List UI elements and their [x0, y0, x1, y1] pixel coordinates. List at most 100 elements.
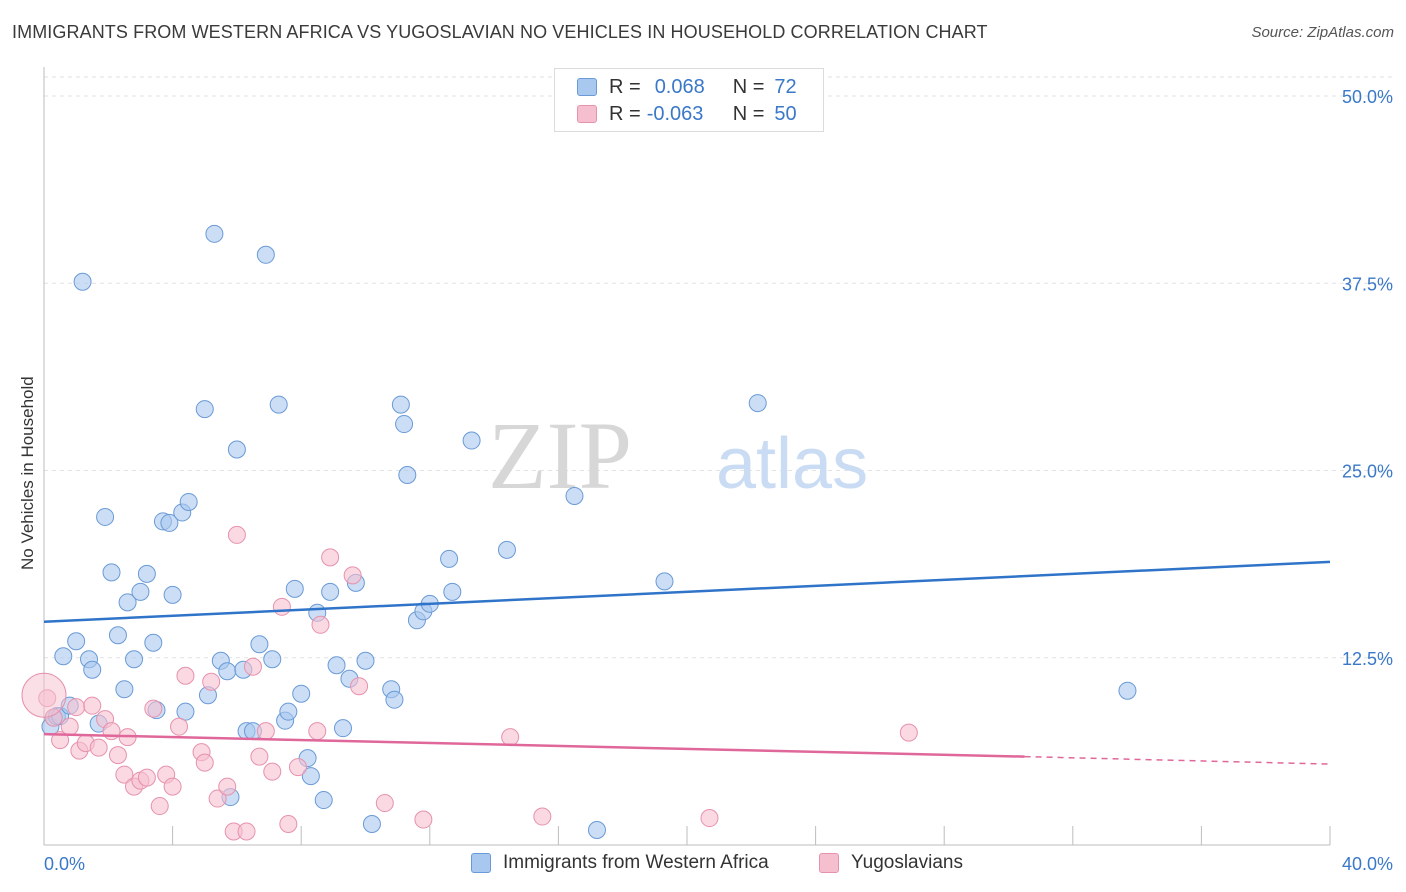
data-point	[440, 549, 459, 568]
data-point	[308, 722, 327, 741]
legend-n-value: 72	[774, 75, 797, 98]
data-point	[443, 582, 462, 601]
data-point	[115, 765, 134, 784]
series-yugoslavians	[38, 525, 918, 841]
data-point	[60, 717, 79, 736]
legend-n-label: N =	[732, 102, 765, 125]
data-point	[208, 789, 227, 808]
x-tick-label: 40.0%	[1342, 854, 1393, 874]
data-point	[899, 723, 918, 742]
data-point	[256, 245, 275, 264]
watermark-zip: ZIP	[488, 402, 632, 509]
data-point	[218, 662, 237, 681]
data-point	[176, 666, 195, 685]
data-point	[350, 677, 369, 696]
data-point	[176, 702, 195, 721]
data-points	[21, 224, 1137, 841]
data-point	[1118, 681, 1137, 700]
trend-line-extension	[1024, 755, 1331, 765]
data-point	[205, 224, 224, 243]
legend-r-label: R =	[609, 75, 641, 98]
tick-labels: 12.5% 25.0% 37.5% 50.0% 0.0% 40.0%	[44, 87, 1393, 874]
legend-label-yugoslavians: Yugoslavians	[851, 852, 963, 873]
data-point	[269, 395, 288, 414]
data-point	[391, 395, 410, 414]
legend-row-yugoslavians: R = -0.063 N = 50	[577, 102, 797, 126]
data-point	[21, 672, 67, 718]
data-point	[67, 698, 86, 717]
data-point	[292, 684, 311, 703]
data-point	[195, 400, 214, 419]
data-point	[533, 807, 552, 826]
data-point	[395, 415, 414, 434]
data-point	[375, 794, 394, 813]
data-point	[362, 815, 381, 834]
data-point	[227, 440, 246, 459]
data-point	[170, 717, 189, 736]
legend-n-label: N =	[732, 75, 765, 98]
data-point	[73, 272, 92, 291]
data-point	[285, 579, 304, 598]
data-point	[108, 626, 127, 645]
data-point	[279, 815, 298, 834]
legend-swatch-western-africa	[577, 78, 597, 96]
legend-swatch-yugoslavians	[819, 853, 839, 873]
data-point	[497, 540, 516, 559]
data-point	[414, 810, 433, 829]
data-point	[137, 564, 156, 583]
data-point	[150, 797, 169, 816]
data-point	[748, 394, 767, 413]
data-point	[243, 657, 262, 676]
x-tick-label: 0.0%	[44, 854, 85, 874]
data-point	[89, 738, 108, 757]
data-point	[137, 768, 156, 787]
data-point	[163, 585, 182, 604]
data-point	[160, 513, 179, 532]
legend-n-value: 50	[774, 102, 797, 125]
stats-legend: R = 0.068 N = 72 R = -0.063 N = 50	[554, 68, 824, 132]
trend-line	[43, 560, 1331, 624]
data-point	[263, 650, 282, 669]
data-point	[311, 615, 330, 634]
y-tick-label: 25.0%	[1342, 462, 1393, 482]
data-point	[587, 821, 606, 840]
data-point	[565, 486, 584, 505]
data-point	[108, 746, 127, 765]
source-label: Source: ZipAtlas.com	[1251, 24, 1394, 41]
data-point	[179, 492, 198, 511]
data-point	[218, 777, 237, 796]
data-point	[321, 548, 340, 567]
data-point	[263, 762, 282, 781]
data-point	[96, 507, 115, 526]
trend-lines	[43, 560, 1331, 765]
legend-item-yugoslavians[interactable]: Yugoslavians	[819, 852, 963, 874]
data-point	[227, 525, 246, 544]
data-point	[343, 566, 362, 585]
data-point	[700, 809, 719, 828]
legend-r-value: -0.063	[646, 102, 704, 125]
data-point	[67, 632, 86, 651]
data-point	[501, 728, 520, 747]
watermark-atlas: atlas	[716, 424, 868, 504]
data-point	[327, 656, 346, 675]
data-point	[301, 767, 320, 786]
data-point	[462, 431, 481, 450]
data-point	[321, 582, 340, 601]
data-point	[144, 633, 163, 652]
data-point	[83, 696, 102, 715]
y-tick-label: 37.5%	[1342, 274, 1393, 294]
legend-label-western-africa: Immigrants from Western Africa	[503, 852, 769, 873]
legend-r-label: R =	[609, 102, 641, 125]
y-tick-label: 12.5%	[1342, 649, 1393, 669]
data-point	[51, 731, 70, 750]
data-point	[655, 572, 674, 591]
data-point	[279, 702, 298, 721]
data-point	[54, 647, 73, 666]
data-point	[131, 582, 150, 601]
legend-item-western-africa[interactable]: Immigrants from Western Africa	[471, 852, 769, 874]
y-axis-label: No Vehicles in Household	[18, 376, 37, 570]
data-point	[250, 635, 269, 654]
trend-line	[43, 732, 1025, 758]
data-point	[115, 680, 134, 699]
